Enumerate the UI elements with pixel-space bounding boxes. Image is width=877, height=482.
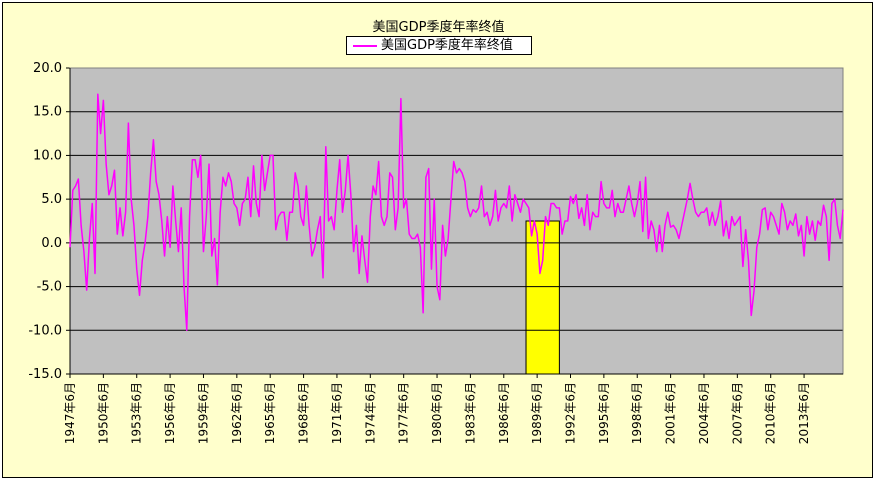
x-tick-label: 1986年6月 (497, 382, 511, 444)
x-tick-label: 2010年6月 (764, 382, 778, 444)
y-tick-label: -10.0 (28, 323, 62, 338)
highlight-band (525, 220, 560, 375)
x-tick-label: 2013年6月 (797, 382, 811, 444)
x-tick-label: 1953年6月 (130, 382, 144, 444)
y-tick-label: 0.0 (41, 236, 62, 251)
legend-swatch (353, 45, 377, 47)
x-tick-label: 1989年6月 (530, 382, 544, 444)
x-tick-label: 1980年6月 (430, 382, 444, 444)
x-tick-label: 1950年6月 (96, 382, 110, 444)
x-tick-label: 1983年6月 (463, 382, 477, 444)
y-tick-label: -15.0 (28, 367, 62, 382)
x-tick-label: 1992年6月 (564, 382, 578, 444)
y-tick-label: 5.0 (41, 192, 62, 207)
y-tick-label: 15.0 (33, 105, 62, 120)
chart-title: 美国GDP季度年率终值 (372, 20, 505, 35)
x-tick-label: 1995年6月 (597, 382, 611, 444)
legend-entry: 美国GDP季度年率终值 (381, 38, 513, 53)
x-tick-label: 1947年6月 (63, 382, 77, 444)
y-tick-label: -5.0 (37, 280, 62, 295)
x-tick-label: 1962年6月 (230, 382, 244, 444)
x-tick-label: 1965年6月 (263, 382, 277, 444)
x-tick-label: 1959年6月 (196, 382, 210, 444)
series-line (69, 93, 844, 332)
x-tick-label: 1998年6月 (630, 382, 644, 444)
x-tick-label: 1968年6月 (297, 382, 311, 444)
x-tick-label: 1956年6月 (163, 382, 177, 444)
x-tick-label: 2007年6月 (730, 382, 744, 444)
x-tick-label: 2004年6月 (697, 382, 711, 444)
x-tick-label: 1971年6月 (330, 382, 344, 444)
y-tick-label: 20.0 (33, 61, 62, 76)
legend: 美国GDP季度年率终值 (346, 36, 532, 55)
x-tick-label: 1977年6月 (397, 382, 411, 444)
x-tick-label: 1974年6月 (363, 382, 377, 444)
y-tick-label: 10.0 (33, 148, 62, 163)
x-tick-label: 2001年6月 (664, 382, 678, 444)
